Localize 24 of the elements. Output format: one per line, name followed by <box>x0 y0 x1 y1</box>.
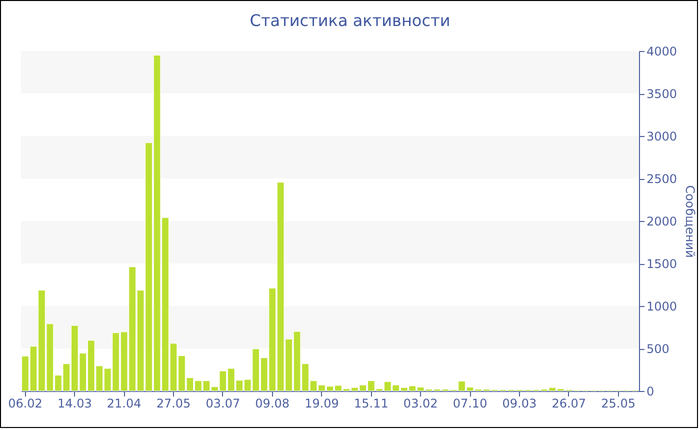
x-tick-label: 09.08 <box>255 396 290 410</box>
x-tick-label: 26.07 <box>552 396 586 410</box>
x-tick-label: 19.09 <box>304 396 339 410</box>
y-tick-label: 2500 <box>646 172 678 186</box>
chart-title: Статистика активности <box>250 11 450 30</box>
y-tick-label: 1000 <box>646 300 678 314</box>
y-tick-label: 1500 <box>646 257 678 271</box>
x-tick-label: 03.07 <box>206 396 240 410</box>
y-tick-label: 4000 <box>646 44 678 58</box>
x-tick-label: 14.03 <box>57 396 92 410</box>
y-tick-label: 2000 <box>646 214 678 228</box>
x-tick-label: 21.04 <box>106 396 142 410</box>
x-tick-label: 25.05 <box>601 396 636 410</box>
x-tick-label: 03.02 <box>403 396 438 410</box>
x-tick-label: 09.03 <box>502 396 537 410</box>
y-tick-label: 3500 <box>646 87 678 101</box>
x-tick-label: 07.10 <box>452 396 488 410</box>
y-tick-label: 500 <box>646 342 670 356</box>
y-tick-label: 0 <box>646 384 654 398</box>
y-axis-title: Сообщений <box>683 185 698 258</box>
x-tick-label: 27.05 <box>156 396 191 410</box>
x-tick-label: 06.02 <box>8 396 42 410</box>
x-tick-label: 15.11 <box>354 396 388 410</box>
y-tick-label: 3000 <box>646 130 678 144</box>
